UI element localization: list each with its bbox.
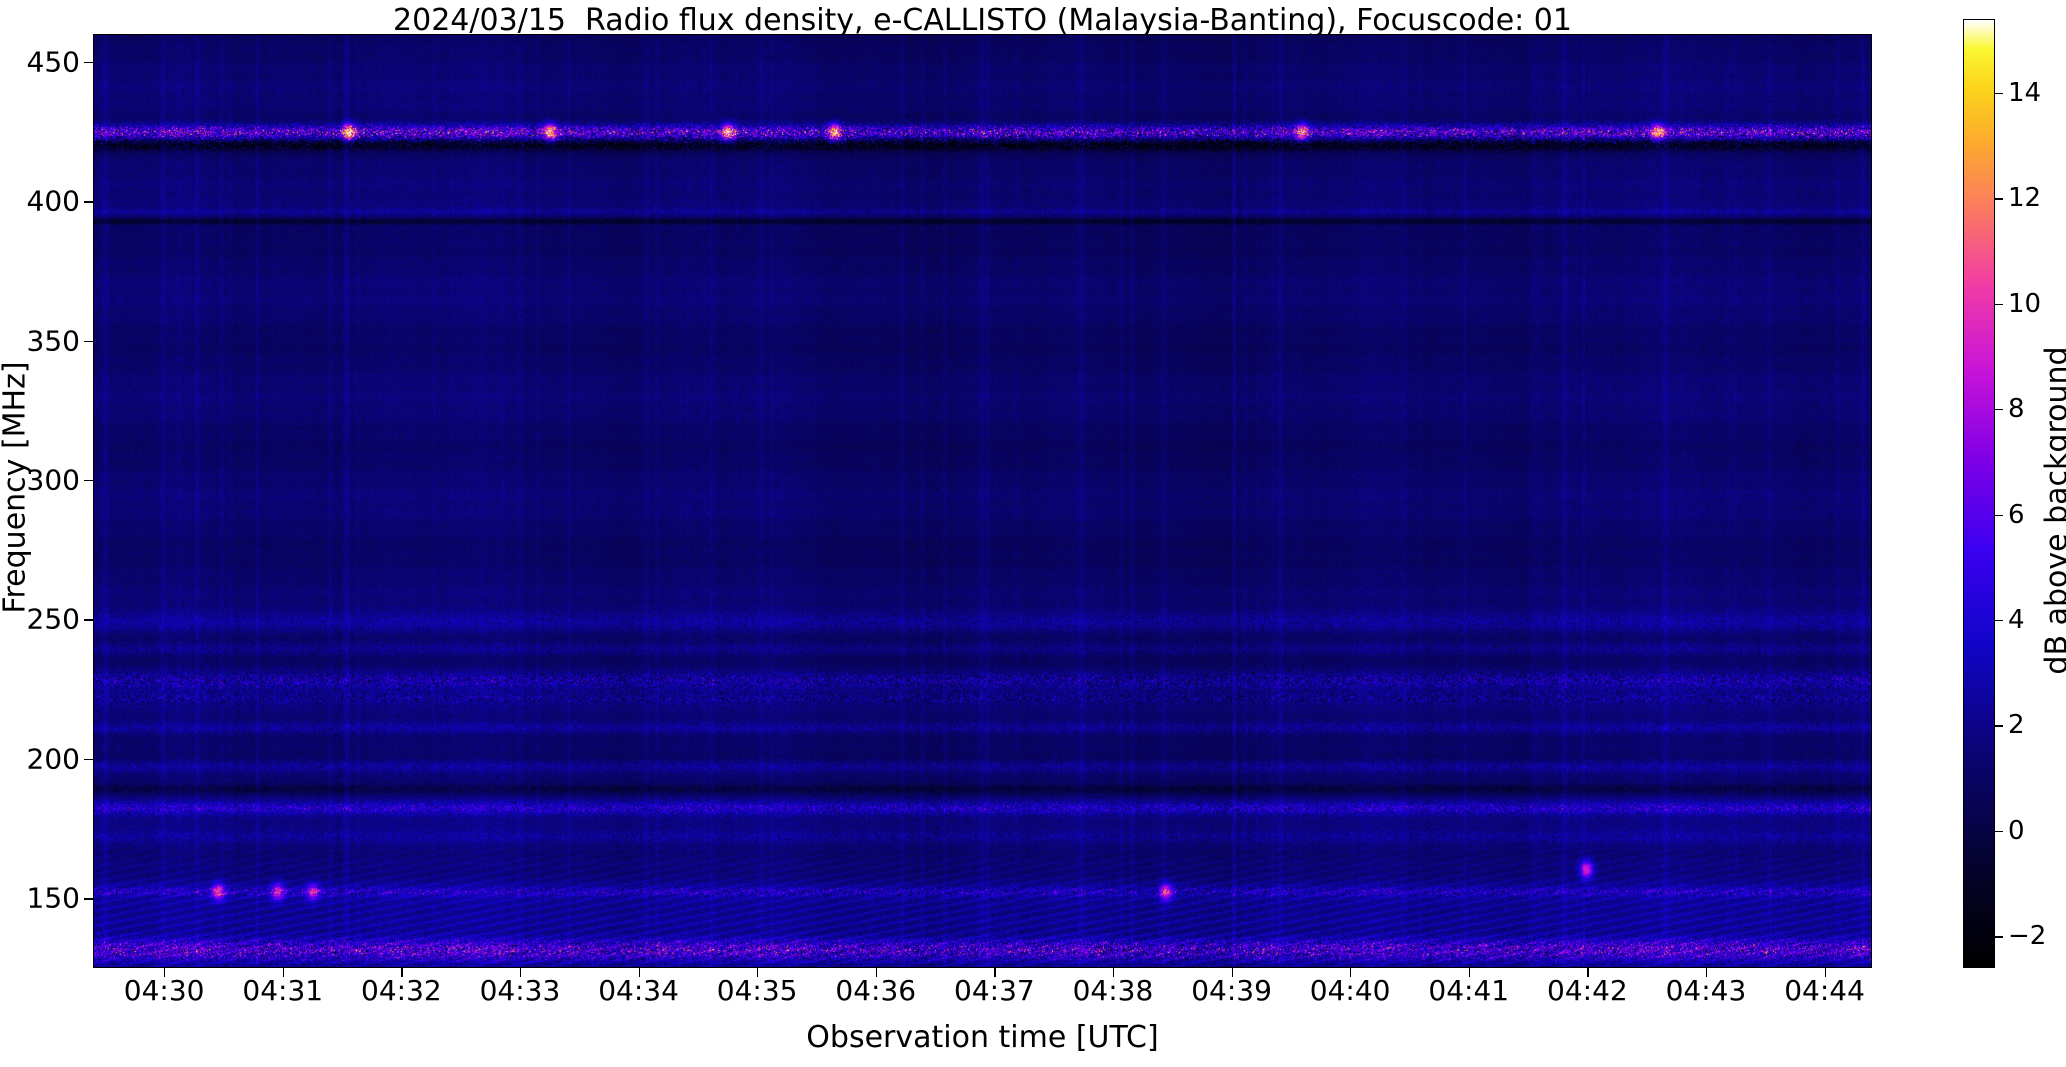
y-tick-label-150: 150 [26, 881, 80, 915]
colorbar-tick-label-5: 4 [2008, 605, 2025, 636]
colorbar-tick-label-0: 14 [2008, 77, 2042, 108]
y-tick-label-350: 350 [26, 324, 80, 358]
spectrogram-image [94, 35, 1871, 967]
colorbar-tick-label-8: −2 [2008, 921, 2047, 952]
x-tick-label-0442: 04:42 [1547, 974, 1628, 1007]
colorbar-tick-mark-0 [1995, 92, 2003, 95]
spectrogram-plot-area [93, 34, 1872, 968]
x-tick-label-0437: 04:37 [954, 974, 1035, 1007]
colorbar-tick-label-7: 0 [2008, 815, 2025, 846]
page-title: 2024/03/15 Radio flux density, e-CALLIST… [393, 3, 1572, 38]
x-tick-mark-0441 [1468, 968, 1471, 977]
x-axis-label: Observation time [UTC] [806, 1020, 1159, 1055]
y-tick-mark-200 [84, 758, 93, 761]
x-tick-label-0434: 04:34 [598, 974, 679, 1007]
colorbar-gradient [1964, 20, 1994, 967]
x-tick-label-0433: 04:33 [479, 974, 561, 1007]
y-tick-mark-300 [84, 480, 93, 482]
y-axis-tick-labels: 450 400 350 300 250 200 150 [0, 34, 80, 968]
y-tick-mark-150 [84, 898, 93, 900]
x-tick-mark-0438 [1112, 968, 1115, 977]
x-axis-tick-labels: 04:30 04:31 04:32 04:33 04:34 04:35 04:36 04:37… [93, 974, 1872, 1010]
x-tick-mark-0437 [994, 968, 996, 977]
y-tick-mark-250 [84, 619, 93, 621]
x-tick-mark-0436 [875, 968, 878, 977]
y-tick-label-400: 400 [26, 184, 80, 218]
colorbar-tick-label-3: 8 [2008, 394, 2025, 425]
x-tick-label-0432: 04:32 [361, 974, 442, 1007]
colorbar [1963, 19, 1995, 968]
colorbar-tick-label-2: 10 [2008, 288, 2042, 319]
colorbar-tick-mark-7 [1995, 830, 2003, 833]
y-tick-mark-400 [84, 201, 93, 203]
x-tick-mark-0433 [519, 968, 522, 977]
x-tick-mark-0443 [1705, 968, 1708, 977]
x-tick-mark-0430 [164, 968, 166, 977]
x-tick-label-0440: 04:40 [1309, 974, 1391, 1007]
x-tick-mark-0440 [1350, 968, 1352, 977]
y-tick-label-200: 200 [26, 742, 80, 776]
x-tick-mark-0431 [282, 968, 285, 977]
colorbar-tick-label-6: 2 [2008, 710, 2025, 741]
x-tick-mark-0444 [1824, 968, 1826, 977]
y-axis-label: Frequency [MHz] [0, 361, 33, 614]
y-tick-label-450: 450 [26, 45, 80, 79]
x-tick-label-0443: 04:43 [1665, 974, 1747, 1007]
x-tick-mark-0434 [638, 968, 640, 977]
x-tick-mark-0432 [401, 968, 403, 977]
colorbar-tick-mark-6 [1995, 725, 2003, 727]
colorbar-tick-mark-1 [1995, 198, 2003, 200]
x-tick-label-0436: 04:36 [835, 974, 917, 1007]
y-tick-mark-350 [84, 340, 93, 342]
colorbar-tick-labels: 14 12 10 8 6 4 2 0 −2 [1963, 19, 2046, 968]
colorbar-tick-label-4: 6 [2008, 499, 2025, 530]
y-tick-label-250: 250 [26, 602, 80, 636]
y-tick-mark-450 [84, 61, 93, 64]
x-tick-label-0441: 04:41 [1428, 974, 1510, 1007]
x-tick-label-0430: 04:30 [123, 974, 205, 1007]
colorbar-tick-mark-5 [1995, 620, 2003, 622]
x-tick-label-0431: 04:31 [242, 974, 324, 1007]
x-tick-label-0435: 04:35 [716, 974, 798, 1007]
x-tick-mark-0439 [1231, 968, 1233, 977]
x-tick-label-0439: 04:39 [1191, 974, 1272, 1007]
x-tick-mark-0442 [1587, 968, 1589, 977]
x-tick-mark-0435 [757, 968, 759, 977]
x-tick-label-0444: 04:44 [1784, 974, 1865, 1007]
colorbar-tick-label-1: 12 [2008, 183, 2042, 214]
colorbar-tick-mark-4 [1995, 514, 2003, 516]
colorbar-tick-mark-3 [1995, 409, 2003, 411]
colorbar-tick-mark-2 [1995, 303, 2003, 305]
x-tick-label-0438: 04:38 [1072, 974, 1154, 1007]
colorbar-tick-mark-8 [1995, 936, 2003, 938]
colorbar-label: dB above background [2039, 346, 2066, 675]
y-tick-label-300: 300 [26, 463, 80, 497]
